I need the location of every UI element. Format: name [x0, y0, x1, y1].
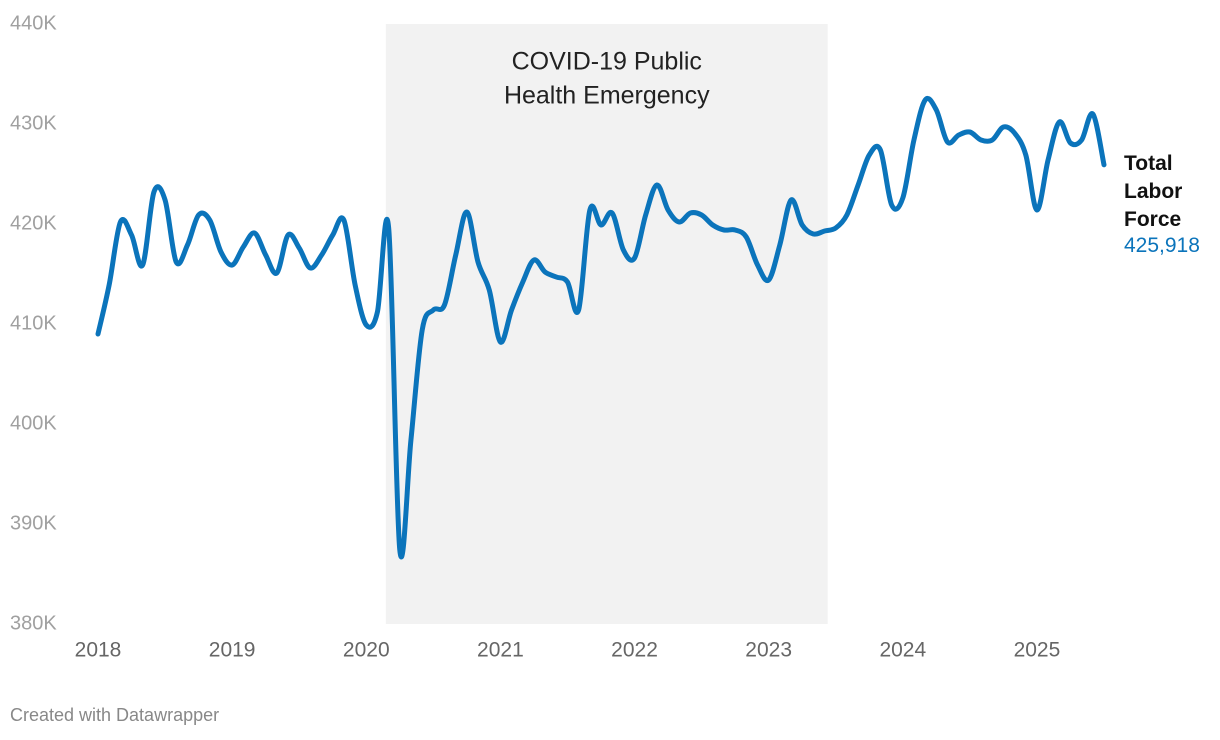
x-tick-label: 2022 — [611, 639, 658, 662]
y-tick-label: 390K — [10, 512, 57, 534]
annotation: COVID-19 Public — [512, 48, 702, 76]
y-tick-label: 380K — [10, 612, 57, 634]
end-value-label: 425,918 — [1124, 234, 1200, 257]
x-tick-label: 2023 — [745, 639, 792, 662]
line — [95, 96, 1107, 560]
chart: COVID-19 Public Health Emergency 380K 390K 4… — [10, 12, 1107, 662]
y-tick-label: 430K — [10, 112, 57, 134]
y-tick-label: 400K — [10, 412, 57, 434]
y-tick-label: 420K — [10, 212, 57, 234]
series-label: Total Labor Force — [1124, 152, 1183, 231]
x-tick-label: 2020 — [343, 639, 390, 662]
annotation: Health Emergency — [504, 82, 710, 110]
x-tick-label: 2024 — [879, 639, 926, 662]
footer: Created with Datawrapper — [10, 705, 220, 725]
x-tick-label: 2025 — [1014, 639, 1061, 662]
x-tick-label: 2021 — [477, 639, 524, 662]
x-tick-label: 2019 — [209, 639, 256, 662]
y-tick-label: 440K — [10, 12, 57, 34]
shaded-range — [385, 24, 828, 624]
y-tick-label: 410K — [10, 312, 57, 334]
x-tick-label: 2018 — [75, 639, 122, 662]
